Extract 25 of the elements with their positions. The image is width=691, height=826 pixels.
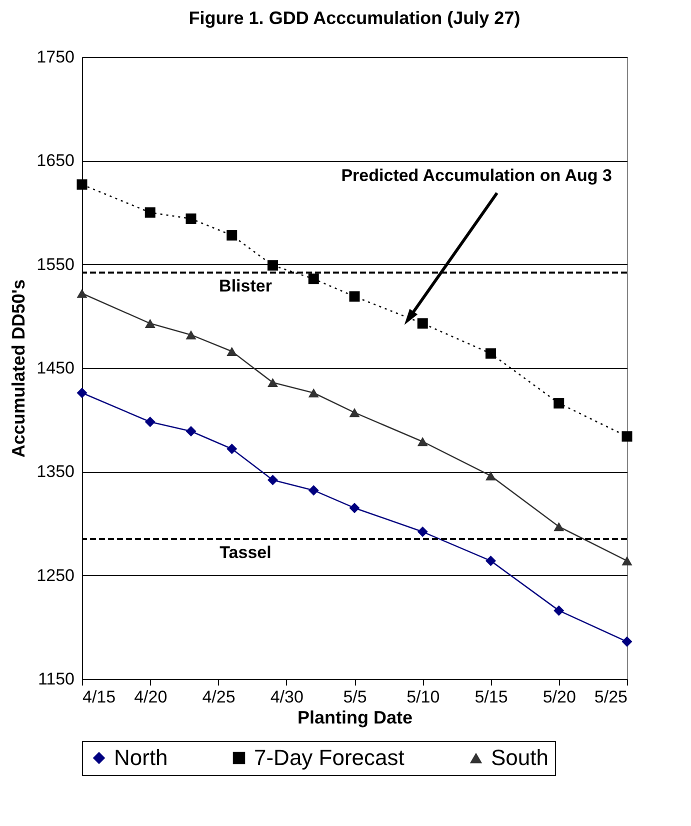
legend-label: North xyxy=(114,745,168,770)
y-tick-label: 1150 xyxy=(38,670,74,688)
y-tick-label: 1650 xyxy=(36,151,74,170)
y-tick-label: 1550 xyxy=(36,254,74,274)
x-axis-title: Planting Date xyxy=(297,708,413,728)
x-tick-label: 4/15 xyxy=(82,688,116,706)
y-tick-label: 1450 xyxy=(36,358,74,378)
annotation: Predicted Accumulation on Aug 3 xyxy=(341,166,612,186)
chart-title: Figure 1. GDD Acccumulation (July 27) xyxy=(188,8,520,28)
x-tick-label: 4/20 xyxy=(134,688,168,706)
x-tick-label: 4/25 xyxy=(202,688,236,706)
x-tick-label: 4/30 xyxy=(270,688,304,706)
x-tick-label: 5/10 xyxy=(406,688,440,706)
x-tick-label: 5/25 xyxy=(594,688,628,706)
legend-label: 7-Day Forecast xyxy=(254,745,404,770)
ref-line-label: Blister xyxy=(219,276,272,296)
legend-label: South xyxy=(491,745,548,770)
y-tick-label: 1750 xyxy=(36,48,74,66)
x-tick-label: 5/5 xyxy=(343,688,367,706)
x-tick-label: 5/20 xyxy=(542,688,576,706)
y-tick-label: 1350 xyxy=(36,462,74,482)
ref-line-label: Tassel xyxy=(220,543,272,562)
y-axis-title: Accumulated DD50's xyxy=(8,279,29,458)
y-tick-label: 1250 xyxy=(36,566,74,585)
x-tick-label: 5/15 xyxy=(474,688,508,706)
